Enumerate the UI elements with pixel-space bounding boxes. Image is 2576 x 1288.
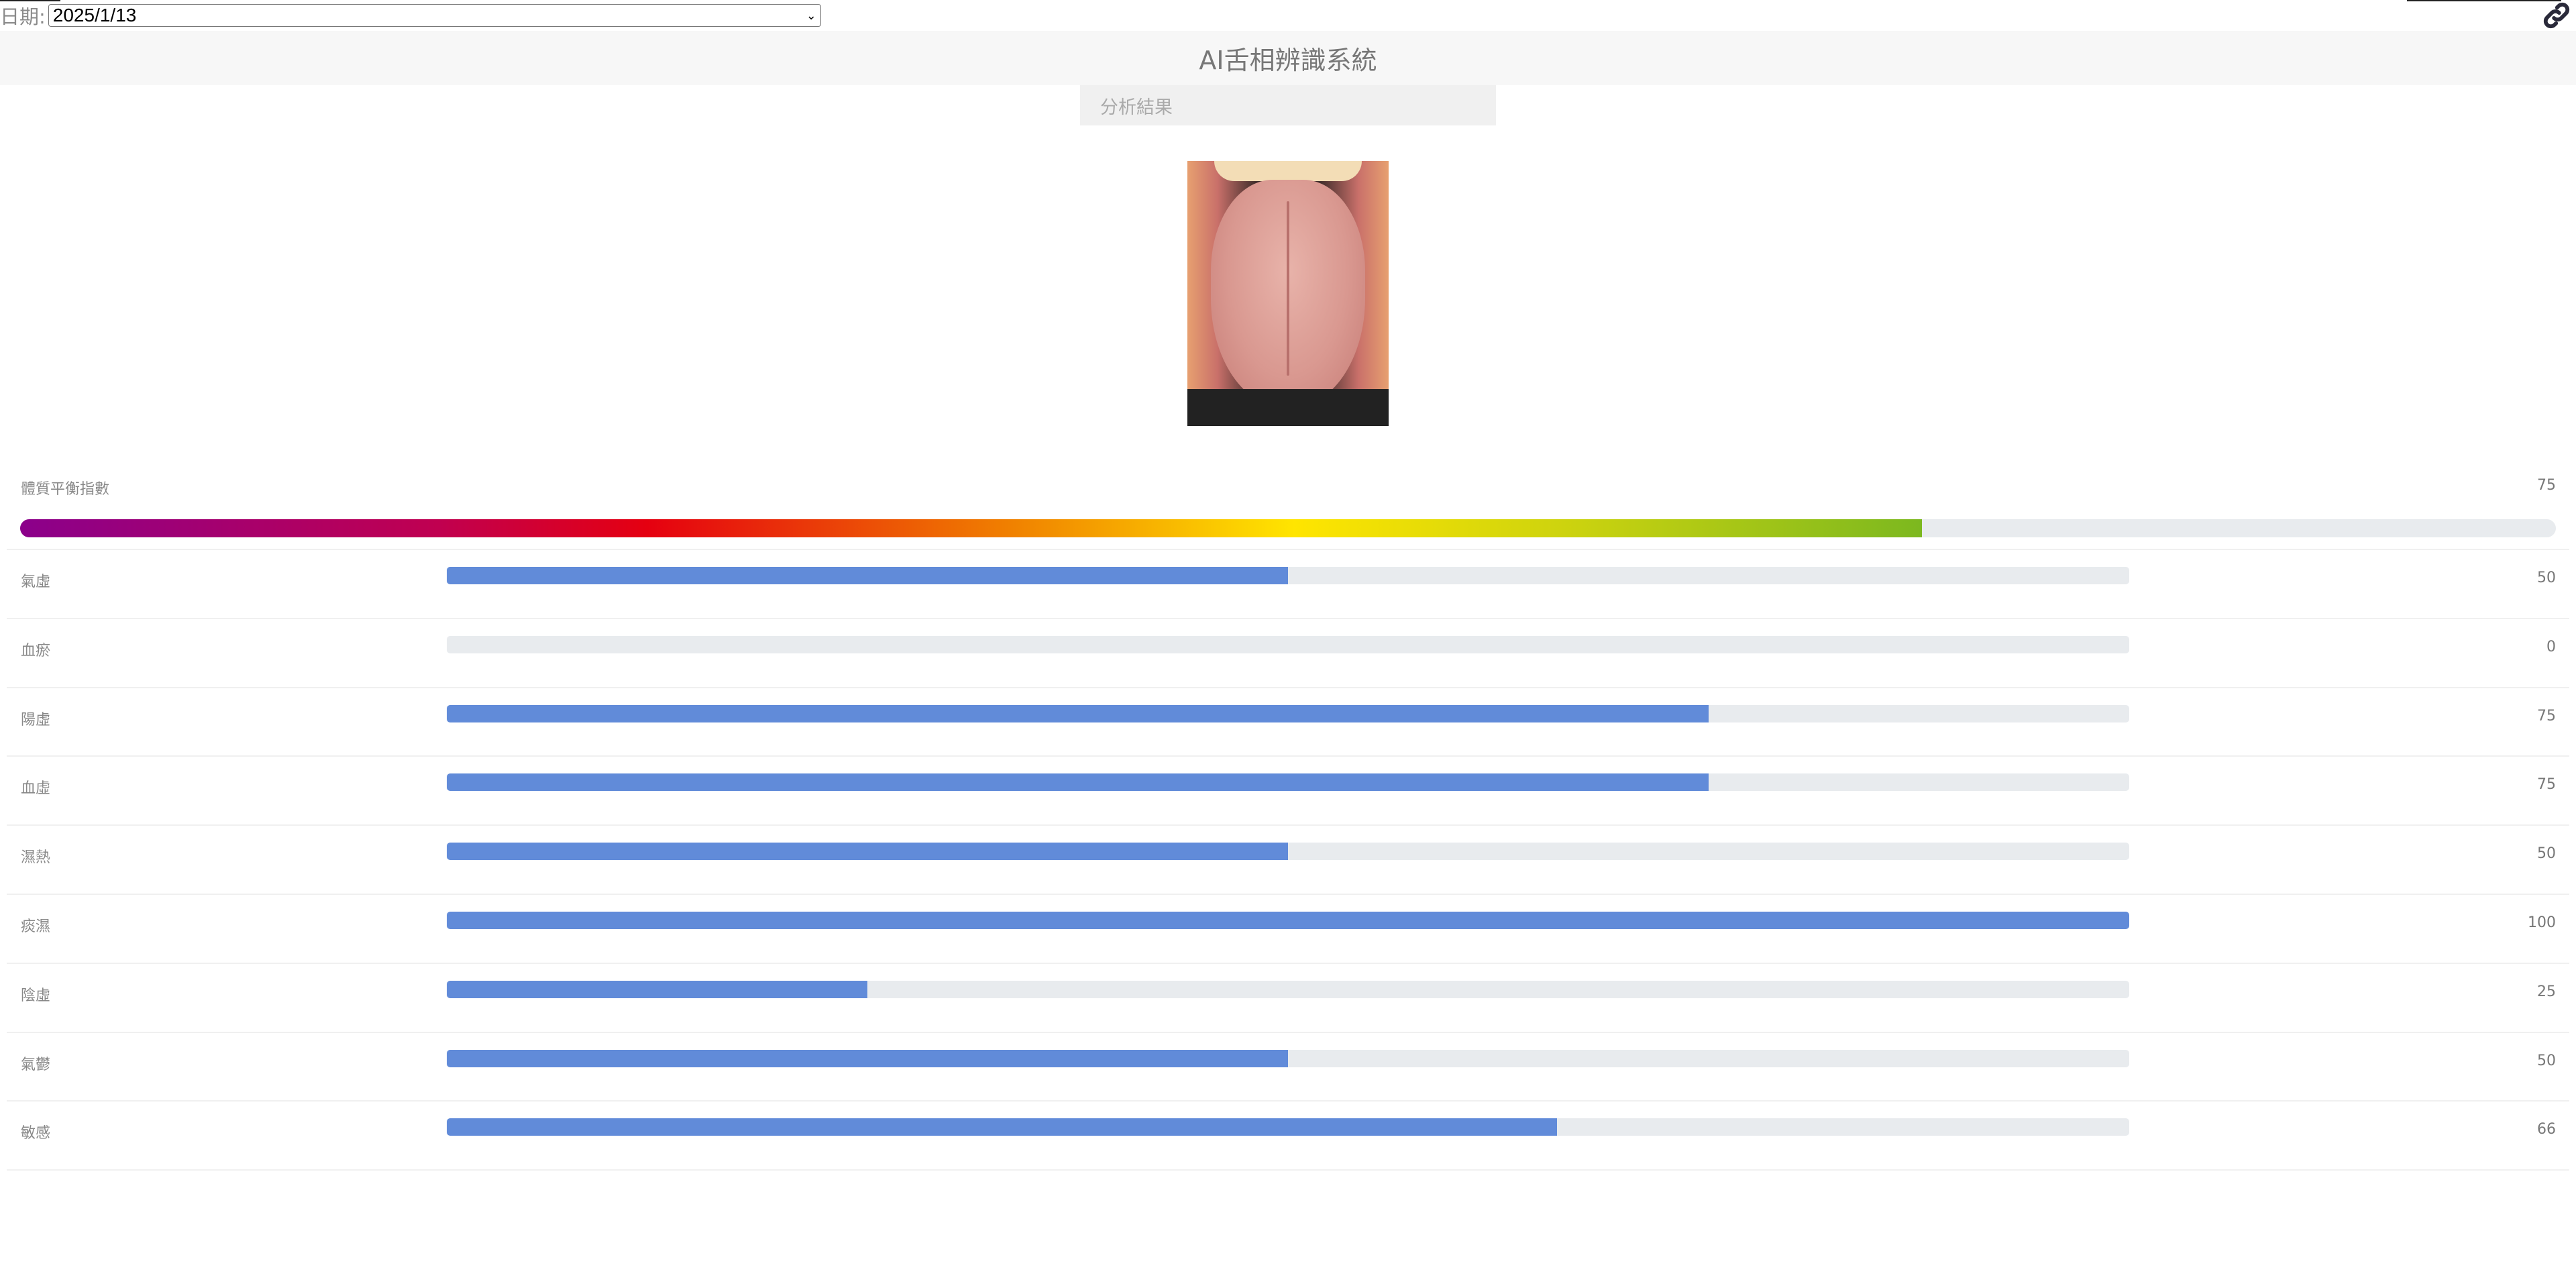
row-divider: [7, 962, 2569, 964]
date-select[interactable]: 2025/1/13 ⌄: [48, 4, 821, 27]
metric-label: 氣虛: [21, 574, 51, 590]
balance-index-value: 75: [2537, 477, 2556, 494]
metric-label: 敏感: [21, 1125, 51, 1142]
metric-bar: [447, 912, 2129, 929]
tab-analysis-result[interactable]: 分析結果: [1080, 85, 1496, 125]
metric-value: 0: [2546, 638, 2556, 655]
link-icon[interactable]: [2541, 0, 2572, 31]
metric-bar-fill: [447, 912, 2129, 929]
metric-bar: [447, 704, 2129, 722]
metric-label: 血虛: [21, 780, 51, 798]
row-divider: [7, 686, 2569, 688]
metric-value: 25: [2537, 983, 2556, 1000]
metric-bar-fill: [447, 704, 1709, 722]
metric-bar-fill: [447, 980, 867, 998]
metric-bar: [447, 843, 2129, 861]
row-divider: [7, 1169, 2569, 1171]
metric-value: 100: [2528, 914, 2556, 931]
metric-value: 75: [2537, 776, 2556, 794]
metric-value: 50: [2537, 570, 2556, 586]
date-filter: 日期: 2025/1/13 ⌄: [0, 3, 821, 28]
date-select-value: 2025/1/13: [52, 5, 137, 25]
row-divider: [7, 549, 2569, 550]
metric-bar: [447, 980, 2129, 998]
metric-label: 濕熱: [21, 849, 51, 867]
tongue-photo: [1187, 161, 1389, 426]
balance-index-fill: [20, 519, 1922, 537]
metric-label: 痰濕: [21, 918, 51, 935]
top-edge-line: [0, 0, 60, 1]
metric-bar: [447, 773, 2129, 792]
metric-value: 75: [2537, 707, 2556, 724]
app-header: AI舌相辨識系統: [0, 31, 2576, 85]
metric-bar-fill: [447, 843, 1288, 861]
row-divider: [7, 894, 2569, 895]
metric-bar-fill: [447, 567, 1288, 584]
metric-bar: [447, 635, 2129, 653]
metric-label: 陰虛: [21, 987, 51, 1004]
tab-label: 分析結果: [1100, 97, 1173, 118]
metric-value: 50: [2537, 1052, 2556, 1069]
metric-bar-fill: [447, 1118, 1558, 1136]
metric-bar: [447, 1049, 2129, 1067]
row-divider: [7, 755, 2569, 757]
row-divider: [7, 617, 2569, 619]
metric-label: 陽虛: [21, 711, 51, 729]
metric-bar-fill: [447, 1049, 1288, 1067]
metric-value: 50: [2537, 845, 2556, 863]
row-divider: [7, 824, 2569, 826]
row-divider: [7, 1100, 2569, 1102]
metric-bar: [447, 567, 2129, 584]
metric-label: 血瘀: [21, 642, 51, 659]
metric-bar-fill: [447, 773, 1709, 792]
row-divider: [7, 1031, 2569, 1033]
date-label: 日期:: [0, 5, 46, 28]
balance-index-bar: [20, 519, 2556, 537]
balance-index-label: 體質平衡指數: [21, 481, 110, 498]
app-title: AI舌相辨識系統: [1199, 46, 1377, 75]
metric-value: 66: [2537, 1121, 2556, 1138]
metric-bar: [447, 1118, 2129, 1136]
metric-label: 氣鬱: [21, 1056, 51, 1073]
top-edge-line: [2407, 0, 2561, 1]
chevron-down-icon: ⌄: [806, 8, 816, 22]
